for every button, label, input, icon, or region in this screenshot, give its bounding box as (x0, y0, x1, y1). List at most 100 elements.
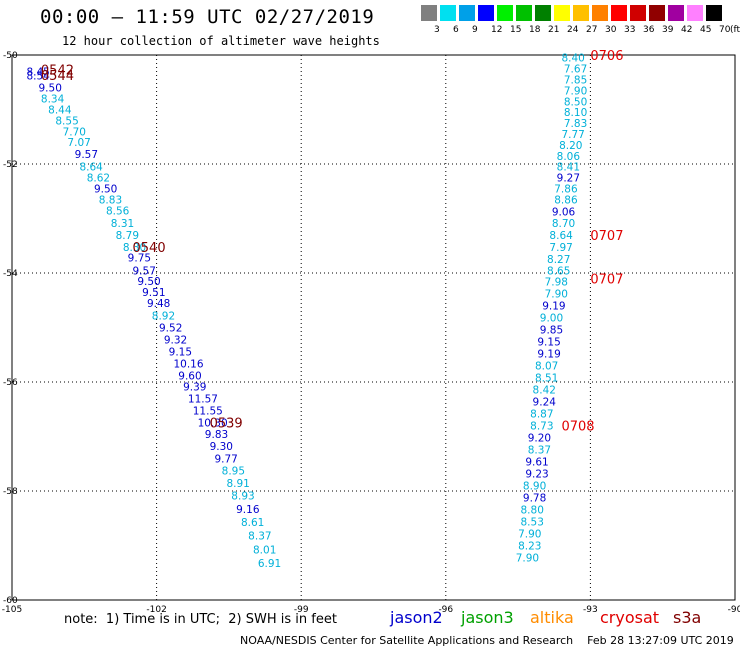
footer-note: note: 1) Time is in UTC; 2) SWH is in fe… (64, 612, 337, 627)
wave-height-label: 9.27 (557, 173, 580, 185)
wave-height-label: 9.19 (542, 301, 565, 313)
wave-height-label: 9.19 (537, 349, 560, 361)
wave-height-label: 9.06 (552, 206, 576, 218)
wave-height-label: 7.86 (554, 184, 578, 196)
wave-height-label: 8.56 (106, 205, 130, 217)
wave-height-label: 9.16 (236, 504, 260, 516)
wave-height-label: 8.23 (518, 541, 541, 553)
y-tick-label: -60 (3, 596, 18, 606)
legend-cryosat: cryosat (600, 608, 660, 627)
x-tick-label: -105 (2, 605, 22, 615)
chart-title: 00:00 – 11:59 UTC 02/27/2019 (40, 6, 375, 28)
wave-height-label: 8.41 (557, 162, 580, 174)
wave-height-label: 8.06 (557, 151, 581, 163)
wave-height-label: 7.90 (545, 289, 568, 301)
wave-height-label: 9.32 (164, 334, 187, 346)
wave-height-label: 8.92 (152, 311, 175, 323)
wave-height-label: 8.34 (41, 94, 65, 106)
wave-height-label: 9.57 (75, 149, 98, 161)
wave-height-label: 8.37 (528, 445, 551, 457)
wave-height-label: 9.83 (205, 429, 228, 441)
scale-label: 15 (510, 25, 522, 35)
wave-height-label: 10.30 (198, 417, 228, 429)
wave-height-label: 8.45 (26, 66, 49, 78)
wave-height-label: 9.77 (214, 453, 237, 465)
y-tick-label: -58 (3, 487, 18, 497)
wave-height-label: 9.50 (94, 184, 117, 196)
wave-height-label: 8.65 (547, 265, 570, 277)
wave-height-label: 7.77 (561, 129, 584, 141)
pass-time-label: 0540 (133, 241, 166, 256)
wave-height-label: 7.90 (564, 85, 587, 97)
wave-height-label: 9.51 (142, 287, 165, 299)
wave-height-label: 8.50 (564, 96, 587, 108)
x-tick-label: -96 (438, 605, 453, 615)
wave-height-label: 9.57 (133, 265, 156, 277)
wave-height-label: 9.20 (528, 433, 551, 445)
wave-height-label: 9.75 (128, 253, 151, 265)
legend-jason2: jason2 (390, 608, 443, 627)
wave-height-label: 9.15 (169, 346, 192, 358)
scale-label: 12 (491, 25, 503, 35)
wave-height-label: 8.83 (99, 194, 122, 206)
wave-height-label: 9.60 (178, 370, 201, 382)
x-tick-label: -90 (728, 605, 740, 615)
wave-height-label: 8.80 (521, 505, 544, 517)
scale-swatch (440, 5, 456, 21)
wave-height-label: 9.39 (183, 381, 206, 393)
wave-height-label: 8.20 (559, 140, 582, 152)
scale-label: 18 (529, 25, 541, 35)
x-tick-label: -99 (294, 605, 309, 615)
wave-height-label: 9.50 (39, 83, 62, 95)
wave-height-label: 8.61 (241, 517, 264, 529)
wave-height-label: 8.51 (535, 373, 558, 385)
wave-height-label: 8.40 (561, 53, 584, 65)
wave-height-label: 9.78 (523, 493, 546, 505)
scale-swatch (649, 5, 665, 21)
scale-label: 45 (700, 25, 712, 35)
scale-swatch (668, 5, 684, 21)
wave-height-label: 9.48 (147, 298, 170, 310)
legend-jason3: jason3 (461, 608, 514, 627)
altimeter-plot: -105 -102 -99 -96 -93 -90 -50 -52 -54 -56 -58 -60 8.… (2, 49, 740, 615)
scale-label: 27 (586, 25, 598, 35)
scale-swatch (611, 5, 627, 21)
scale-swatch (421, 5, 437, 21)
scale-swatch (535, 5, 551, 21)
wave-height-label: 8.30 (123, 242, 146, 254)
scale-unit: (ft) (730, 25, 740, 35)
wave-height-label: 8.54 (26, 71, 50, 83)
x-tick-label: -93 (583, 605, 598, 615)
wave-height-label: 8.07 (535, 361, 558, 373)
wave-height-label: 9.00 (540, 313, 563, 325)
scale-label: 24 (567, 25, 579, 35)
wave-height-label: 8.31 (111, 218, 134, 230)
wave-height-label: 8.42 (533, 385, 556, 397)
wave-height-label: 11.55 (193, 405, 223, 417)
pass-time-label: 0539 (210, 416, 243, 431)
wave-height-label: 7.85 (564, 75, 587, 87)
wave-height-label: 9.23 (525, 469, 548, 481)
wave-height-label: 7.70 (63, 126, 86, 138)
pass-time-label: 0708 (561, 420, 594, 435)
wave-height-label: 7.67 (564, 64, 587, 76)
y-tick-label: -54 (3, 269, 18, 279)
scale-label: 6 (453, 25, 459, 35)
wave-height-label: 7.90 (518, 529, 541, 541)
scale-label: 39 (662, 25, 674, 35)
wave-height-label: 8.37 (248, 531, 271, 543)
chart-subtitle: 12 hour collection of altimeter wave hei… (62, 34, 380, 48)
wave-height-label: 8.73 (530, 421, 553, 433)
wave-height-label: 8.86 (554, 194, 578, 206)
scale-swatch (459, 5, 475, 21)
scale-swatch (573, 5, 589, 21)
wave-height-label: 9.15 (537, 337, 560, 349)
scale-swatch (497, 5, 513, 21)
wave-height-label: 7.98 (545, 277, 568, 289)
scale-label: 30 (605, 25, 617, 35)
wave-height-label: 11.57 (188, 393, 218, 405)
y-tick-label: -52 (3, 160, 18, 170)
pass-time-label: 0542 (41, 64, 74, 79)
pass-time-label: 0707 (590, 229, 623, 244)
wave-height-label: 9.24 (533, 397, 557, 409)
